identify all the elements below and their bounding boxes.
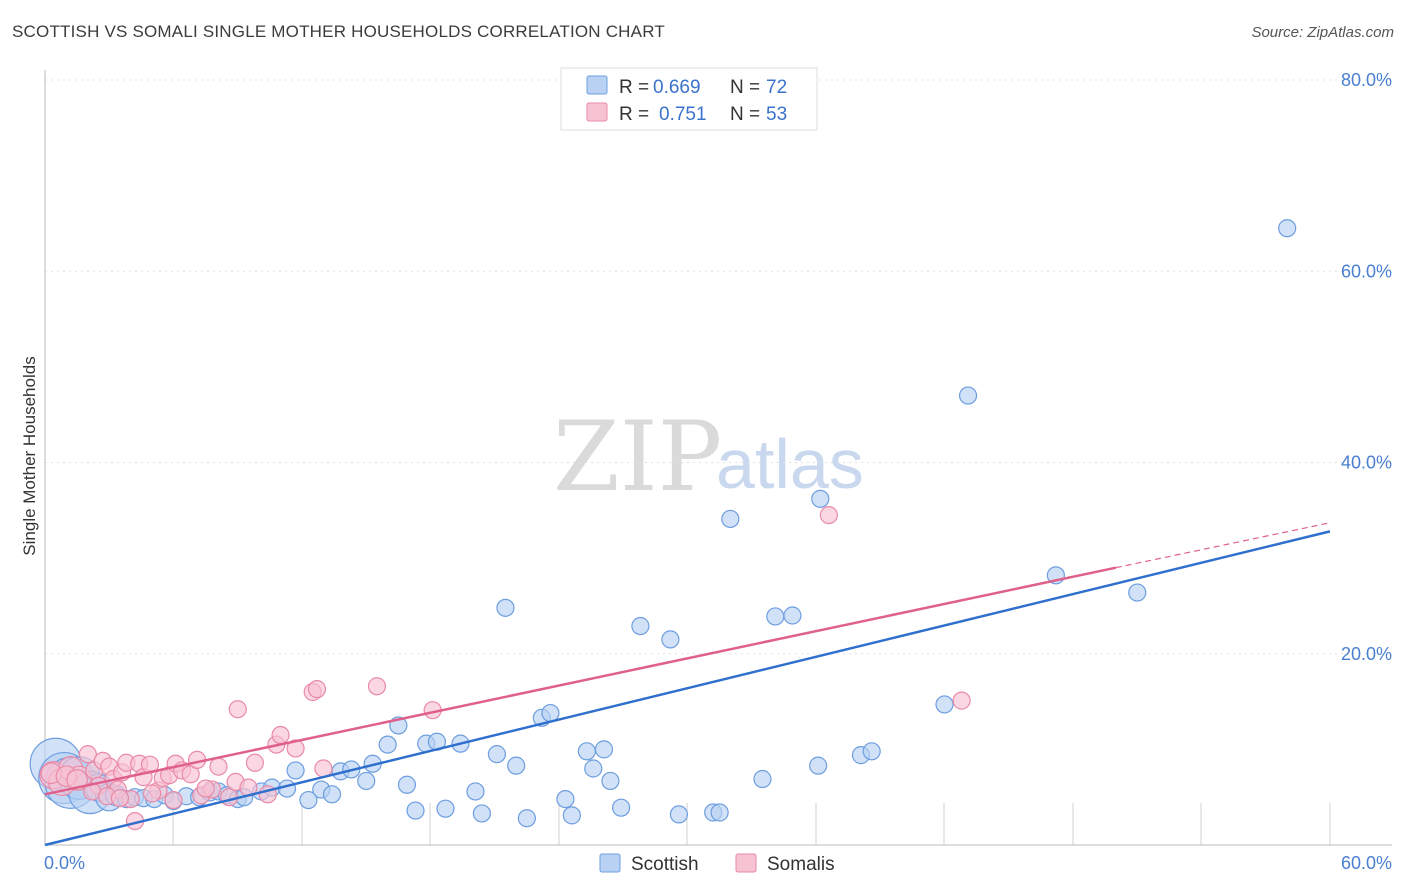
- series-legend: Scottish Somalis: [599, 853, 835, 875]
- scottish-point: [721, 509, 740, 529]
- scottish-point: [466, 782, 485, 801]
- scottish-point: [809, 756, 828, 775]
- bottom-legend-swatch-scottish[interactable]: [599, 853, 621, 873]
- scottish-point: [496, 598, 515, 617]
- legend-r-label-scottish: R =: [619, 77, 649, 98]
- scottish-point: [556, 789, 575, 809]
- scottish-point: [862, 742, 881, 761]
- scottish-point: [357, 771, 376, 791]
- scottish-point: [507, 756, 526, 775]
- scottish-point: [631, 616, 650, 636]
- somali-trend-line: [44, 566, 1117, 796]
- legend-n-value-scottish: 72: [766, 77, 787, 98]
- scottish-point: [669, 805, 689, 824]
- grid-lines: [44, 79, 1392, 845]
- scottish-trend-line: [44, 530, 1331, 847]
- scottish-point: [601, 771, 620, 791]
- scottish-point: [661, 630, 680, 649]
- somali-point: [66, 769, 88, 791]
- y-tick-label: 20.0%: [1341, 644, 1392, 664]
- scottish-point: [612, 798, 631, 817]
- somali-trend-extension: [1115, 522, 1331, 569]
- y-tick-label: 60.0%: [1341, 261, 1392, 281]
- scottish-point: [517, 809, 536, 828]
- scottish-point: [766, 607, 785, 626]
- legend-r-value-scottish: 0.669: [653, 77, 701, 98]
- scottish-point: [783, 606, 802, 625]
- scottish-point: [935, 695, 954, 714]
- legend-r-label-somali: R =: [619, 104, 649, 125]
- legend-n-value-somali: 53: [766, 104, 787, 125]
- somali-point: [952, 691, 971, 710]
- chart-title: SCOTTISH VS SOMALI SINGLE MOTHER HOUSEHO…: [12, 22, 665, 41]
- scottish-point: [378, 735, 397, 754]
- somali-points: [39, 505, 971, 831]
- watermark-zip: ZIP: [553, 401, 722, 513]
- scottish-point: [436, 799, 455, 818]
- scottish-point: [406, 801, 425, 820]
- scottish-point: [286, 761, 305, 780]
- scottish-point: [1128, 583, 1147, 602]
- source-credit: Source: ZipAtlas.com: [1251, 24, 1394, 41]
- axes: [44, 70, 1392, 846]
- somali-point: [142, 784, 162, 803]
- y-axis-label: Single Mother Households: [20, 356, 39, 555]
- scottish-point: [710, 803, 729, 822]
- somali-point: [367, 677, 387, 696]
- scottish-point: [397, 775, 417, 794]
- y-tick-label: 40.0%: [1341, 453, 1392, 473]
- somali-point: [209, 757, 228, 776]
- legend-swatch-somali: [586, 102, 608, 122]
- scottish-point: [299, 790, 318, 810]
- scottish-point: [811, 489, 830, 508]
- scottish-point: [487, 745, 506, 764]
- somali-point: [307, 680, 327, 699]
- somali-point: [110, 789, 130, 808]
- somali-point: [220, 788, 239, 807]
- scottish-point: [577, 742, 596, 761]
- scottish-point: [1278, 219, 1297, 238]
- trend-lines: [44, 522, 1331, 847]
- somali-point: [164, 790, 183, 810]
- bottom-legend-swatch-somalis[interactable]: [735, 853, 757, 873]
- watermark-atlas: atlas: [716, 425, 864, 503]
- scottish-point: [322, 785, 342, 804]
- somali-point: [196, 779, 215, 798]
- somali-point: [245, 753, 264, 772]
- somali-point: [78, 745, 97, 764]
- legend-r-value-somali: 0.751: [659, 104, 707, 125]
- correlation-legend: R = 0.669 N = 72 R = 0.751 N = 53: [560, 67, 818, 131]
- legend-swatch-scottish: [586, 75, 608, 95]
- scottish-points: [29, 219, 1297, 828]
- somali-point: [286, 739, 305, 758]
- bottom-legend-label-somalis[interactable]: Somalis: [767, 854, 835, 875]
- somali-point: [271, 725, 290, 745]
- scottish-point: [753, 769, 772, 789]
- y-tick-label: 80.0%: [1341, 70, 1392, 90]
- x-tick-label: 60.0%: [1341, 853, 1392, 873]
- scottish-point: [472, 804, 491, 823]
- legend-n-label-scottish: N =: [730, 77, 760, 98]
- tick-labels: 20.0% 40.0% 60.0% 80.0% 0.0% 60.0%: [44, 70, 1392, 873]
- somali-point: [228, 700, 247, 719]
- somali-point: [819, 505, 838, 525]
- x-tick-label: 0.0%: [44, 853, 85, 873]
- scottish-point: [958, 386, 978, 405]
- scottish-point: [562, 806, 581, 825]
- legend-n-label-somali: N =: [730, 104, 760, 125]
- scottish-point: [584, 759, 603, 778]
- scottish-point: [594, 740, 614, 759]
- bottom-legend-label-scottish[interactable]: Scottish: [631, 854, 699, 875]
